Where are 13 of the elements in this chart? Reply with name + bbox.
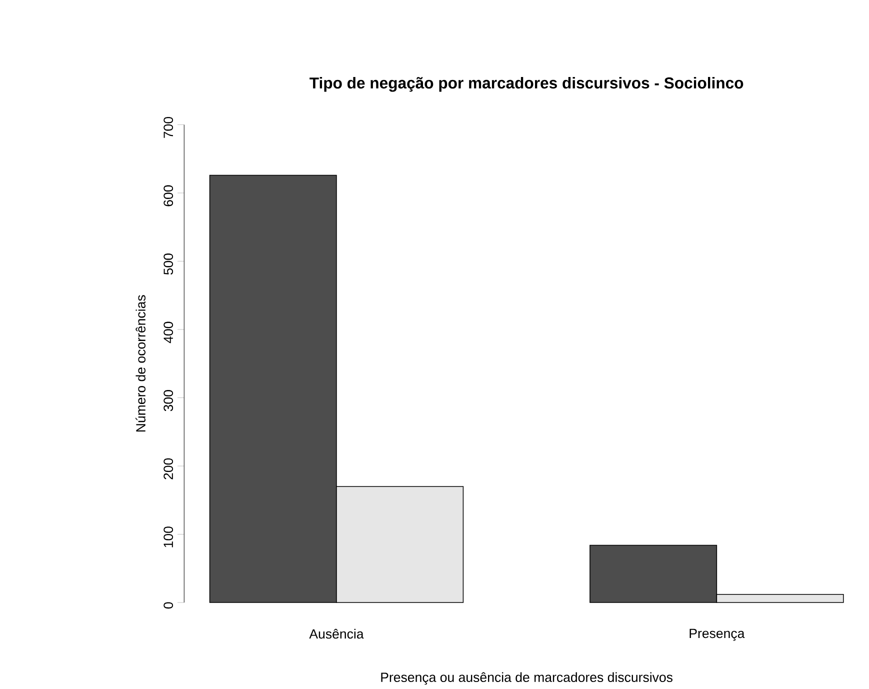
x-tick-label: Ausência (309, 628, 364, 639)
y-tick-label: 100 (164, 526, 174, 548)
y-tick-label: 600 (164, 185, 174, 206)
y-tick-label: 400 (164, 322, 174, 344)
chart-title: Tipo de negação por marcadores discursivos - Sociolinco (310, 77, 744, 92)
y-tick-label: 700 (164, 117, 174, 138)
y-tick-label: 300 (164, 390, 174, 412)
y-tick-label: 200 (164, 458, 174, 480)
y-tick-label: 0 (164, 602, 174, 609)
x-axis-title: Presença ou ausência de marcadores discursivos (381, 672, 672, 685)
y-axis-title: Número de ocorrências (136, 295, 146, 432)
x-tick-label: Presença (690, 628, 745, 641)
y-tick-label: 500 (164, 254, 174, 275)
